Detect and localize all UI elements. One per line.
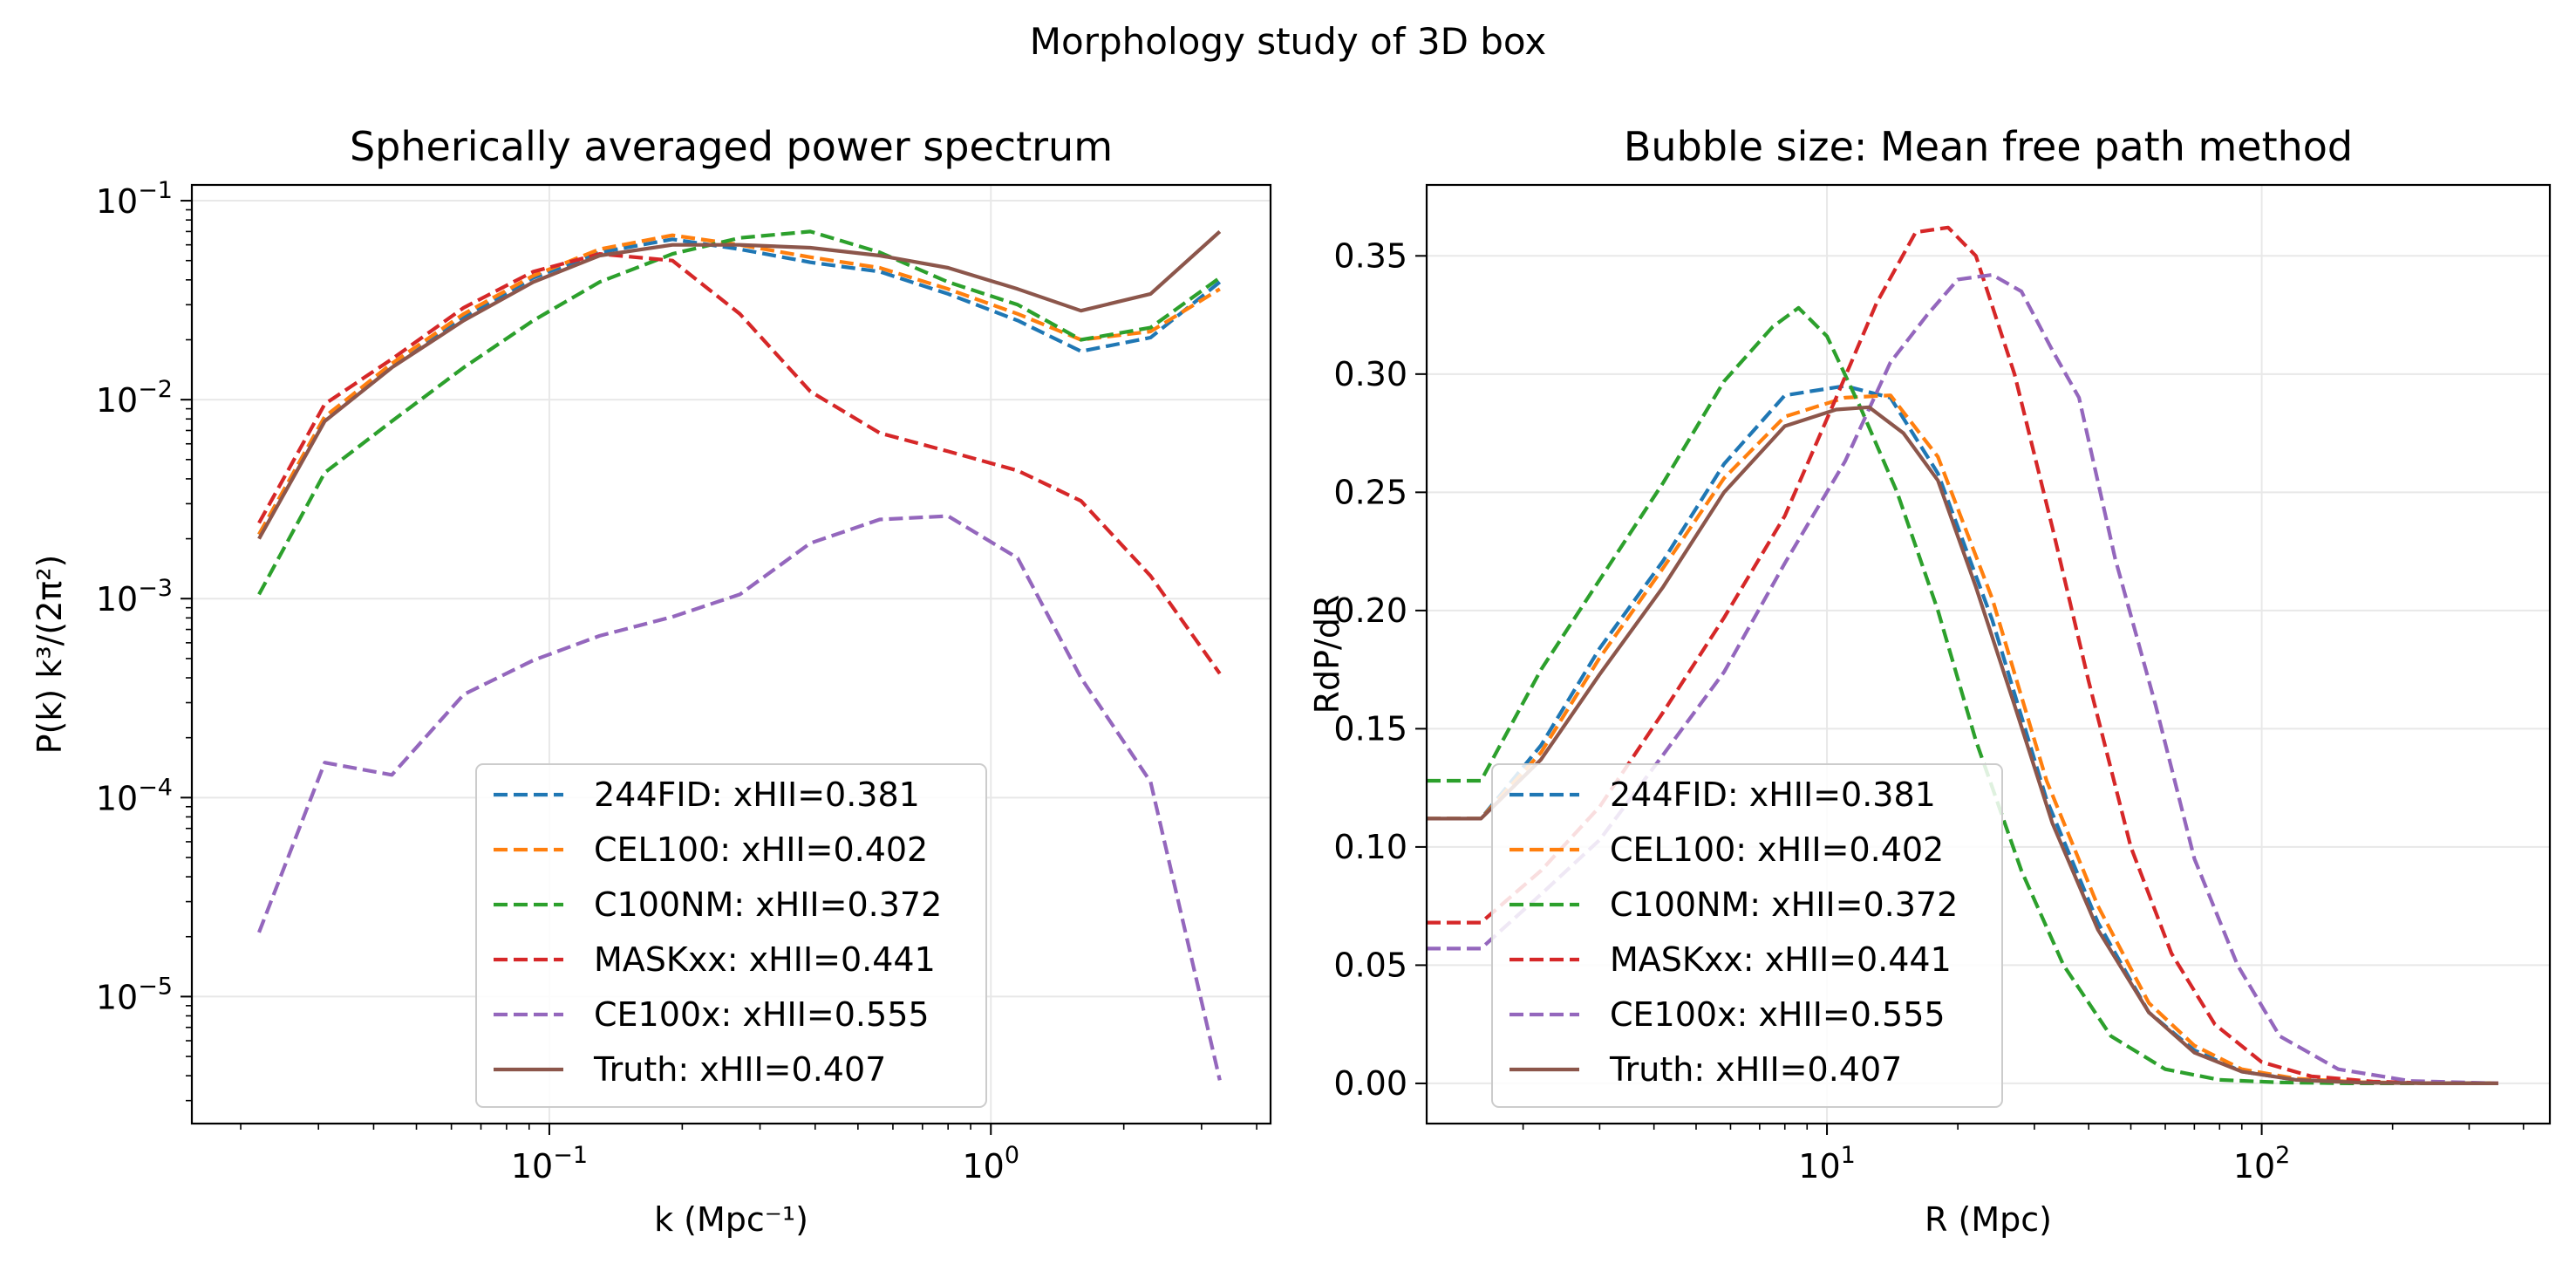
legend-label: C100NM: xHII=0.372 <box>594 885 942 924</box>
series-line <box>257 233 1221 536</box>
y-tick-label: 0.25 <box>1333 473 1407 511</box>
series-line <box>257 229 1222 596</box>
axes-frame <box>190 183 1272 1125</box>
y-tick-label: 10−5 <box>96 973 173 1016</box>
legend-label: MASKxx: xHII=0.441 <box>594 940 936 979</box>
x-tick-label: 102 <box>2233 1142 2291 1186</box>
legend-label: Truth: xHII=0.407 <box>593 1050 886 1089</box>
y-tick-label: 0.00 <box>1333 1064 1407 1103</box>
y-tick-label: 0.10 <box>1333 828 1407 866</box>
y-tick-label: 0.15 <box>1333 709 1407 748</box>
series-lines <box>257 229 1222 1081</box>
y-tick-label: 0.35 <box>1333 236 1407 275</box>
x-axis-label: k (Mpc⁻¹) <box>654 1200 808 1239</box>
figure-title: Morphology study of 3D box <box>1030 20 1546 63</box>
legend-label: Truth: xHII=0.407 <box>1609 1050 1902 1089</box>
panel-title: Bubble size: Mean free path method <box>1624 123 2353 170</box>
x-tick-label: 100 <box>962 1142 1019 1186</box>
series-line <box>1427 305 2498 1086</box>
y-axis-label: P(k) k³/(2π²) <box>31 555 69 755</box>
series-line <box>257 514 1222 1081</box>
bubble-size-panel: 101 102 0.00 0.05 0.10 0.15 0.20 0.25 0.30 0.35 Bu… <box>1308 123 2552 1239</box>
legend-label: C100NM: xHII=0.372 <box>1610 885 1958 924</box>
y-axis-label: RdP/dR <box>1308 595 1346 714</box>
legend-box <box>1491 763 2003 1108</box>
series-line <box>1427 405 2498 1086</box>
y-tick-label: 10−1 <box>96 177 173 221</box>
y-tick-label: 0.30 <box>1333 355 1407 393</box>
legend-label: 244FID: xHII=0.381 <box>594 776 920 814</box>
series-line <box>1427 225 2498 1086</box>
axes-frame <box>1425 183 2552 1125</box>
y-tick-label: 10−3 <box>96 575 173 618</box>
x-tick-label: 101 <box>1798 1142 1856 1186</box>
x-axis-label: R (Mpc) <box>1925 1200 2052 1239</box>
legend-label: 244FID: xHII=0.381 <box>1610 776 1936 814</box>
legend-label: MASKxx: xHII=0.441 <box>1610 940 1952 979</box>
series-line <box>257 229 1222 540</box>
legend: 244FID: xHII=0.381 CEL100: xHII=0.402 C100… <box>475 763 987 1108</box>
series-line <box>257 252 1222 675</box>
legend-label: CE100x: xHII=0.555 <box>594 995 930 1034</box>
legend: 244FID: xHII=0.381 CEL100: xHII=0.402 C100… <box>1491 763 2003 1108</box>
legend-label: CEL100: xHII=0.402 <box>1610 830 1944 869</box>
x-tick-label: 10−1 <box>511 1142 588 1186</box>
legend-label: CEL100: xHII=0.402 <box>594 830 928 869</box>
legend-box <box>475 763 987 1108</box>
panel-title: Spherically averaged power spectrum <box>350 123 1113 170</box>
legend-label: CE100x: xHII=0.555 <box>1610 995 1946 1034</box>
series-lines <box>1427 225 2498 1086</box>
y-tick-label: 0.05 <box>1333 946 1407 984</box>
power-spectrum-panel: 10−1 100 10−5 10−4 10−3 10−2 10−1 Spherically a… <box>31 123 1272 1239</box>
y-tick-label: 10−2 <box>96 376 173 420</box>
y-tick-label: 0.20 <box>1333 591 1407 630</box>
y-tick-label: 10−4 <box>96 774 173 817</box>
